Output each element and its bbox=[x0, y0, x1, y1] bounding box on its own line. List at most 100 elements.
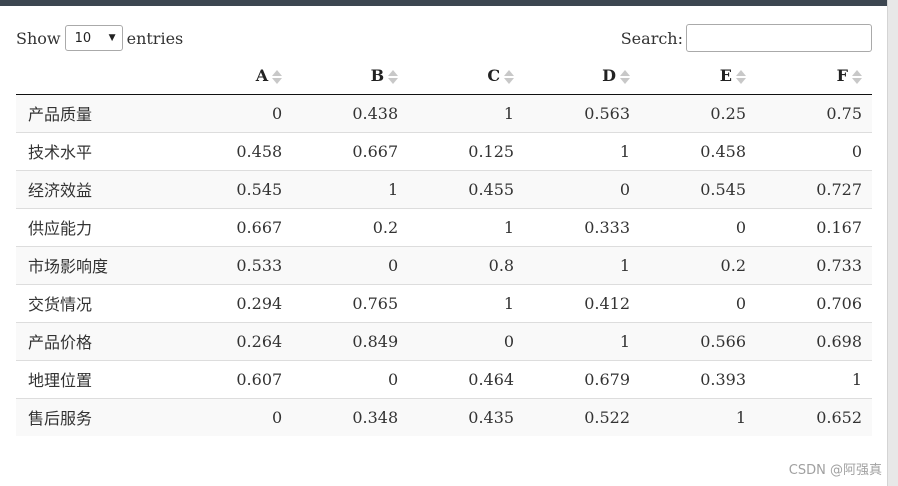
column-header-label: B bbox=[370, 66, 385, 86]
sort-icon bbox=[620, 69, 631, 85]
value-cell: 0.545 bbox=[640, 169, 756, 208]
table-row[interactable]: 交货情况 0.294 0.765 1 0.412 0 0.706 bbox=[16, 283, 872, 322]
value-cell: 0 bbox=[408, 321, 525, 360]
value-cell: 0.438 bbox=[292, 94, 409, 132]
value-cell: 0.2 bbox=[640, 245, 756, 284]
value-cell: 0 bbox=[176, 94, 293, 132]
value-cell: 0.667 bbox=[292, 131, 409, 170]
value-cell: 0.412 bbox=[524, 283, 641, 322]
value-cell: 0.455 bbox=[408, 169, 525, 208]
value-cell: 0.167 bbox=[756, 207, 872, 246]
value-cell: 1 bbox=[292, 169, 409, 208]
value-cell: 0.2 bbox=[292, 207, 409, 246]
column-header-b[interactable]: B bbox=[292, 58, 409, 95]
column-header-label: A bbox=[255, 66, 269, 86]
column-header-label: C bbox=[487, 66, 501, 86]
column-header-label: D bbox=[602, 66, 617, 86]
search-filter: Search: bbox=[621, 23, 872, 53]
value-cell: 0.435 bbox=[408, 397, 525, 436]
watermark: CSDN @阿强真 bbox=[788, 463, 882, 478]
row-label-cell: 售后服务 bbox=[16, 397, 177, 436]
table-row[interactable]: 产品质量 0 0.438 1 0.563 0.25 0.75 bbox=[16, 94, 872, 132]
sort-icon bbox=[736, 69, 746, 85]
column-header-d[interactable]: D bbox=[524, 58, 641, 95]
value-cell: 1 bbox=[408, 94, 525, 132]
table-body: 产品质量 0 0.438 1 0.563 0.25 0.75 技术水平 0.458 0.667 0.… bbox=[16, 94, 872, 436]
row-label-cell: 供应能力 bbox=[16, 207, 177, 246]
column-header-f[interactable]: F bbox=[756, 58, 872, 95]
sort-icon bbox=[852, 69, 862, 85]
value-cell: 0.566 bbox=[640, 321, 756, 360]
value-cell: 0.8 bbox=[408, 245, 525, 284]
length-prefix-label: Show bbox=[16, 28, 61, 48]
value-cell: 0.125 bbox=[408, 131, 525, 170]
row-label-cell: 交货情况 bbox=[16, 283, 177, 322]
value-cell: 1 bbox=[524, 245, 641, 284]
row-label-cell: 市场影响度 bbox=[16, 245, 177, 284]
entries-select-value: 10 bbox=[74, 30, 92, 46]
row-label-cell: 经济效益 bbox=[16, 169, 177, 208]
value-cell: 0.563 bbox=[524, 94, 641, 132]
value-cell: 0 bbox=[524, 169, 641, 208]
value-cell: 0.733 bbox=[756, 245, 872, 284]
table-row[interactable]: 地理位置 0.607 0 0.464 0.679 0.393 1 bbox=[16, 359, 872, 398]
length-suffix-label: entries bbox=[126, 28, 184, 48]
table-row[interactable]: 经济效益 0.545 1 0.455 0 0.545 0.727 bbox=[16, 169, 872, 208]
row-label-cell: 地理位置 bbox=[16, 359, 177, 398]
value-cell: 0.706 bbox=[756, 283, 872, 322]
sort-icon bbox=[388, 69, 399, 85]
value-cell: 0.348 bbox=[292, 397, 409, 436]
value-cell: 0.393 bbox=[640, 359, 756, 398]
sort-icon bbox=[272, 69, 283, 85]
value-cell: 1 bbox=[408, 283, 525, 322]
value-cell: 0.545 bbox=[176, 169, 293, 208]
value-cell: 1 bbox=[640, 397, 756, 436]
value-cell: 0.522 bbox=[524, 397, 641, 436]
chevron-down-icon: ▼ bbox=[108, 33, 116, 43]
value-cell: 0.533 bbox=[176, 245, 293, 284]
table-row[interactable]: 市场影响度 0.533 0 0.8 1 0.2 0.733 bbox=[16, 245, 872, 284]
value-cell: 0.294 bbox=[176, 283, 293, 322]
row-label-cell: 技术水平 bbox=[16, 131, 177, 170]
row-label-cell: 产品价格 bbox=[16, 321, 177, 360]
table-header-row: A B C D E F bbox=[16, 58, 872, 95]
search-label: Search: bbox=[620, 28, 683, 48]
column-header-label: E bbox=[719, 66, 732, 86]
table-row[interactable]: 售后服务 0 0.348 0.435 0.522 1 0.652 bbox=[16, 397, 872, 436]
vertical-scrollbar[interactable] bbox=[887, 0, 898, 486]
header-cell-rowname bbox=[16, 58, 177, 95]
value-cell: 0.607 bbox=[176, 359, 293, 398]
window-top-bar bbox=[0, 0, 898, 6]
column-header-c[interactable]: C bbox=[408, 58, 525, 95]
sort-icon bbox=[504, 69, 515, 85]
table-row[interactable]: 供应能力 0.667 0.2 1 0.333 0 0.167 bbox=[16, 207, 872, 246]
value-cell: 0.75 bbox=[756, 94, 872, 132]
value-cell: 0 bbox=[640, 283, 756, 322]
value-cell: 0.25 bbox=[640, 94, 756, 132]
value-cell: 0.765 bbox=[292, 283, 409, 322]
table-row[interactable]: 技术水平 0.458 0.667 0.125 1 0.458 0 bbox=[16, 131, 872, 170]
value-cell: 0.849 bbox=[292, 321, 409, 360]
column-header-label: F bbox=[836, 66, 848, 86]
value-cell: 0 bbox=[176, 397, 293, 436]
value-cell: 0.333 bbox=[524, 207, 641, 246]
value-cell: 0.698 bbox=[756, 321, 872, 360]
search-input[interactable] bbox=[686, 24, 872, 52]
value-cell: 0 bbox=[292, 245, 409, 284]
value-cell: 0.679 bbox=[524, 359, 641, 398]
row-label-cell: 产品质量 bbox=[16, 94, 177, 132]
value-cell: 0.458 bbox=[176, 131, 293, 170]
value-cell: 0 bbox=[292, 359, 409, 398]
value-cell: 0.727 bbox=[756, 169, 872, 208]
column-header-a[interactable]: A bbox=[176, 58, 293, 95]
column-header-e[interactable]: E bbox=[640, 58, 756, 95]
table-controls: Show 10 ▼ entries Search: bbox=[16, 23, 872, 53]
entries-select[interactable]: 10 ▼ bbox=[64, 25, 123, 51]
value-cell: 1 bbox=[408, 207, 525, 246]
value-cell: 0.464 bbox=[408, 359, 525, 398]
table-row[interactable]: 产品价格 0.264 0.849 0 1 0.566 0.698 bbox=[16, 321, 872, 360]
value-cell: 0.667 bbox=[176, 207, 293, 246]
value-cell: 0 bbox=[640, 207, 756, 246]
value-cell: 0.264 bbox=[176, 321, 293, 360]
